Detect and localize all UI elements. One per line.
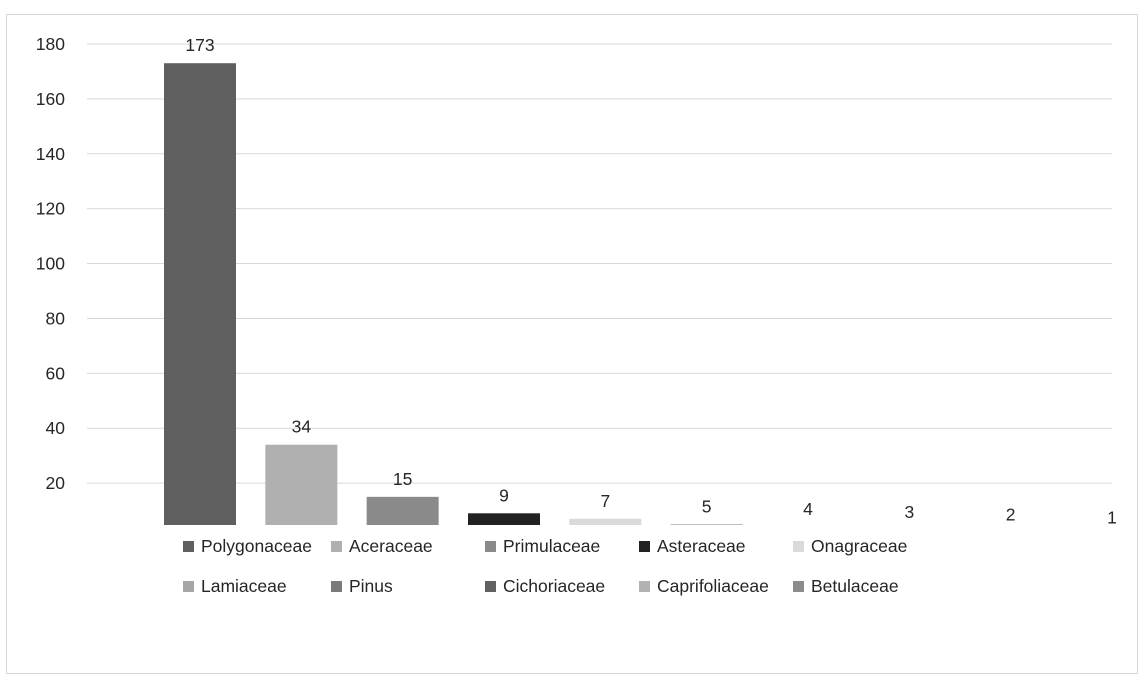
- legend-label: Caprifoliaceae: [657, 575, 769, 596]
- legend-label: Aceraceae: [349, 535, 433, 556]
- legend-label: Polygonaceae: [201, 535, 312, 556]
- legend-label: Primulaceae: [503, 535, 601, 556]
- legend-item: Onagraceae: [793, 535, 953, 557]
- y-tick-label: 140: [36, 144, 65, 164]
- legend-label: Cichoriaceae: [503, 575, 606, 596]
- legend-item: Polygonaceae: [183, 535, 331, 557]
- bar-onagraceae: [569, 518, 642, 525]
- legend-item: Asteraceae: [639, 535, 793, 557]
- y-tick-label: 120: [36, 199, 65, 219]
- bar-asteraceae: [468, 513, 540, 525]
- chart-area: 020406080100120140160180 17334159754321 …: [6, 14, 1138, 674]
- legend-swatch: [183, 580, 194, 592]
- bar-value-label: 9: [499, 485, 509, 505]
- y-axis-tick-labels: 020406080100120140160180: [36, 34, 66, 493]
- legend-label: Lamiaceae: [201, 575, 287, 596]
- y-tick-label: 20: [46, 473, 66, 493]
- legend-swatch: [639, 540, 650, 552]
- bars: [164, 63, 743, 525]
- legend-label: Pinus: [349, 575, 393, 596]
- legend-item: Aceraceae: [331, 535, 485, 557]
- legend-swatch: [183, 540, 194, 552]
- bar-primulaceae: [366, 496, 439, 525]
- bar-value-label: 3: [904, 502, 914, 522]
- bar-value-label: 4: [803, 499, 813, 519]
- legend-label: Asteraceae: [657, 535, 746, 556]
- legend-item: Lamiaceae: [183, 575, 331, 597]
- legend-item: Caprifoliaceae: [639, 575, 793, 597]
- y-tick-label: 80: [46, 308, 66, 328]
- legend-label: Onagraceae: [811, 535, 908, 556]
- legend-swatch: [485, 540, 496, 552]
- bar-value-label: 2: [1006, 505, 1016, 525]
- bar-polygonaceae: [164, 63, 236, 525]
- bar-aceraceae: [265, 444, 338, 525]
- legend-swatch: [639, 580, 650, 592]
- grid-lines: [87, 43, 1112, 484]
- legend-swatch: [331, 580, 342, 592]
- legend-item: Primulaceae: [485, 535, 639, 557]
- bar-value-label: 173: [185, 35, 214, 55]
- y-tick-label: 180: [36, 34, 65, 54]
- y-tick-label: 40: [46, 418, 66, 438]
- bar-lamiaceae: [670, 524, 743, 525]
- legend-item: Pinus: [331, 575, 485, 597]
- bar-value-label: 34: [292, 417, 312, 437]
- legend: Polygonaceae Aceraceae Primulaceae Asterace…: [183, 535, 1003, 597]
- bar-value-label: 15: [393, 469, 412, 489]
- legend-swatch: [793, 540, 804, 552]
- y-tick-label: 160: [36, 89, 65, 109]
- y-tick-label: 100: [36, 254, 65, 274]
- legend-swatch: [793, 580, 804, 592]
- legend-label: Betulaceae: [811, 575, 899, 596]
- bar-value-label: 5: [702, 496, 712, 516]
- legend-swatch: [485, 580, 496, 592]
- bar-value-label: 1: [1107, 507, 1117, 525]
- bar-value-labels: 173 34 15 9 7 5 4 3 2 1: [185, 35, 1116, 525]
- legend-item: Cichoriaceae: [485, 575, 639, 597]
- legend-item: Betulaceae: [793, 575, 953, 597]
- y-tick-label: 60: [46, 363, 66, 383]
- bar-value-label: 7: [600, 491, 610, 511]
- legend-swatch: [331, 540, 342, 552]
